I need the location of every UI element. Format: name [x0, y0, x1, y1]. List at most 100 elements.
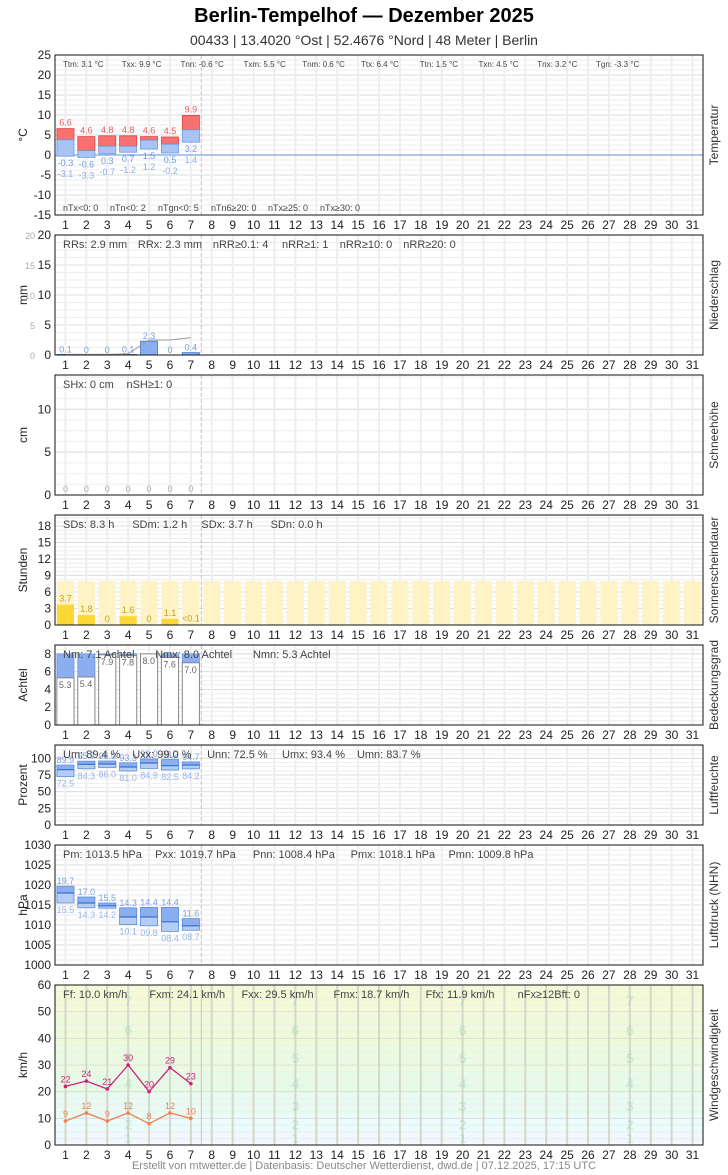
svg-text:12: 12 [289, 828, 303, 842]
svg-text:27: 27 [602, 498, 616, 512]
svg-text:21: 21 [477, 1148, 491, 1162]
svg-text:Txm: 5.5 °C: Txm: 5.5 °C [243, 60, 286, 69]
svg-text:29: 29 [644, 828, 658, 842]
svg-text:27: 27 [602, 628, 616, 642]
svg-text:28: 28 [623, 968, 637, 982]
svg-text:0.4: 0.4 [185, 343, 198, 353]
svg-text:-0.6: -0.6 [79, 159, 95, 169]
svg-text:11: 11 [268, 218, 281, 232]
svg-text:7: 7 [188, 498, 195, 512]
svg-text:27: 27 [602, 1148, 616, 1162]
svg-text:-3.3: -3.3 [79, 170, 95, 180]
svg-text:29: 29 [644, 1148, 658, 1162]
svg-text:18: 18 [414, 1148, 428, 1162]
svg-text:5: 5 [44, 445, 51, 459]
svg-text:Ff: 10.0 km/h: Ff: 10.0 km/h [63, 989, 127, 1001]
svg-text:31: 31 [686, 728, 700, 742]
svg-text:16: 16 [372, 968, 386, 982]
y-axis-label: °C [16, 128, 30, 142]
svg-text:27: 27 [602, 728, 616, 742]
svg-text:7: 7 [459, 993, 467, 1009]
svg-text:14: 14 [331, 628, 345, 642]
svg-text:0.7: 0.7 [122, 154, 135, 164]
svg-text:1020: 1020 [24, 878, 51, 892]
svg-text:17: 17 [393, 828, 407, 842]
svg-text:8: 8 [208, 358, 215, 372]
svg-text:94.7: 94.7 [182, 752, 200, 762]
svg-text:6: 6 [167, 728, 174, 742]
svg-text:nRR≥20: 0: nRR≥20: 0 [403, 239, 456, 251]
svg-text:Pxx: 1019.7 hPa: Pxx: 1019.7 hPa [155, 849, 237, 861]
svg-text:14.4: 14.4 [161, 897, 179, 907]
svg-text:4: 4 [125, 628, 132, 642]
svg-text:5: 5 [30, 321, 35, 331]
svg-text:28: 28 [623, 358, 637, 372]
svg-text:3.2: 3.2 [185, 144, 198, 154]
svg-text:14.3: 14.3 [78, 910, 96, 920]
svg-text:9: 9 [229, 628, 236, 642]
svg-text:8: 8 [208, 968, 215, 982]
svg-text:25: 25 [560, 358, 574, 372]
svg-text:25: 25 [560, 218, 574, 232]
svg-text:1.4: 1.4 [185, 155, 198, 165]
svg-text:-15: -15 [34, 208, 52, 222]
svg-text:25: 25 [560, 828, 574, 842]
svg-text:11: 11 [268, 968, 281, 982]
svg-text:0: 0 [44, 488, 51, 502]
svg-text:29: 29 [644, 498, 658, 512]
svg-text:6: 6 [44, 665, 51, 679]
svg-text:6: 6 [167, 358, 174, 372]
svg-text:SHx: 0 cm: SHx: 0 cm [63, 379, 114, 391]
svg-text:9: 9 [105, 1109, 110, 1119]
svg-text:14.3: 14.3 [119, 898, 137, 908]
svg-text:26: 26 [581, 358, 595, 372]
svg-text:15: 15 [25, 261, 35, 271]
svg-text:1: 1 [459, 1130, 467, 1146]
svg-text:3: 3 [104, 218, 111, 232]
svg-text:25: 25 [560, 1148, 574, 1162]
svg-text:7.9: 7.9 [101, 657, 114, 667]
svg-text:14: 14 [331, 498, 345, 512]
svg-text:24: 24 [540, 218, 554, 232]
svg-text:20: 20 [38, 1085, 52, 1099]
svg-text:19: 19 [435, 218, 449, 232]
svg-text:29: 29 [644, 728, 658, 742]
svg-text:23: 23 [519, 218, 533, 232]
svg-text:9: 9 [229, 728, 236, 742]
y-axis-label: Achtel [16, 668, 30, 701]
svg-text:2: 2 [44, 700, 51, 714]
svg-text:1010: 1010 [24, 918, 51, 932]
svg-text:12: 12 [289, 968, 303, 982]
svg-text:2: 2 [83, 498, 90, 512]
svg-text:2: 2 [459, 1117, 467, 1133]
svg-text:6: 6 [167, 628, 174, 642]
svg-text:24: 24 [540, 1148, 554, 1162]
svg-text:18: 18 [38, 519, 52, 533]
svg-text:Ttm: 3.1 °C: Ttm: 3.1 °C [63, 60, 104, 69]
svg-text:31: 31 [686, 628, 700, 642]
svg-text:2: 2 [626, 1117, 634, 1133]
svg-text:20: 20 [456, 218, 470, 232]
svg-text:15: 15 [351, 1148, 365, 1162]
svg-text:0: 0 [147, 484, 152, 494]
svg-text:3: 3 [626, 1098, 634, 1114]
panel-title: Luftdruck (NHN) [707, 862, 721, 949]
svg-text:27: 27 [602, 358, 616, 372]
svg-text:nTx≥25: 0: nTx≥25: 0 [268, 203, 308, 213]
svg-text:nTn6≥20: 0: nTn6≥20: 0 [211, 203, 256, 213]
svg-text:18: 18 [414, 968, 428, 982]
svg-text:7: 7 [188, 218, 195, 232]
svg-text:17: 17 [393, 628, 407, 642]
svg-text:5: 5 [146, 498, 153, 512]
svg-text:23: 23 [519, 358, 533, 372]
svg-text:0: 0 [84, 484, 89, 494]
svg-text:10: 10 [38, 108, 52, 122]
svg-text:17: 17 [393, 968, 407, 982]
svg-text:nTn<0: 2: nTn<0: 2 [110, 203, 146, 213]
svg-text:14: 14 [331, 828, 345, 842]
y-axis-label: hPa [16, 894, 30, 916]
svg-text:28: 28 [623, 1148, 637, 1162]
